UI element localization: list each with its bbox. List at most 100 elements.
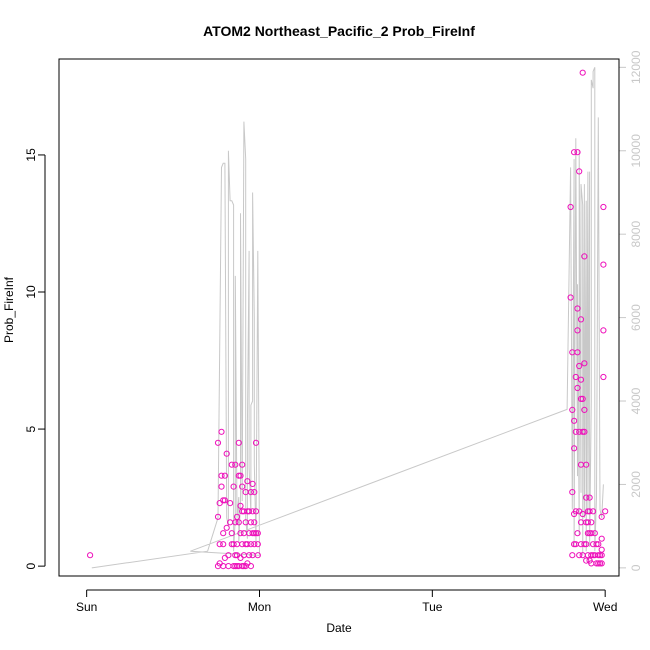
data-point	[235, 439, 242, 446]
y2-tick-label: 0	[629, 564, 643, 571]
y2-tick-label: 10000	[629, 134, 643, 168]
data-point	[569, 406, 576, 413]
data-point	[583, 461, 590, 468]
data-point	[577, 316, 585, 323]
data-point	[567, 294, 574, 301]
data-point	[220, 530, 227, 537]
data-point	[246, 508, 253, 515]
y-tick-label: 15	[24, 148, 38, 162]
data-point	[596, 552, 604, 559]
data-point	[598, 552, 605, 559]
data-point	[581, 428, 588, 435]
data-point	[239, 483, 246, 490]
x-tick-label: Wed	[593, 600, 617, 614]
data-point	[247, 563, 254, 570]
data-point	[583, 541, 590, 548]
data-point	[251, 541, 258, 548]
data-point	[225, 552, 232, 559]
data-point	[581, 406, 588, 413]
data-point	[232, 461, 239, 468]
data-point	[254, 530, 261, 537]
data-point	[598, 535, 605, 542]
y2-tick-label: 6000	[629, 304, 643, 331]
data-point	[591, 530, 598, 537]
data-point	[579, 69, 586, 76]
data-point	[586, 494, 593, 501]
data-point	[572, 428, 579, 435]
data-point	[251, 489, 258, 496]
data-point	[586, 508, 593, 515]
data-point	[571, 445, 578, 452]
data-point	[252, 439, 260, 446]
data-point	[600, 203, 607, 211]
data-point	[576, 552, 583, 559]
data-point	[584, 530, 592, 537]
data-point	[220, 541, 227, 548]
data-point	[576, 362, 583, 370]
x-axis-label: Date	[326, 621, 352, 635]
data-point	[218, 428, 225, 435]
data-point	[228, 530, 235, 537]
data-point	[571, 417, 578, 424]
chart-title: ATOM2 Northeast_Pacific_2 Prob_FireInf	[203, 23, 475, 39]
data-point	[600, 327, 607, 334]
data-point	[574, 305, 581, 312]
data-point	[588, 552, 595, 559]
data-point	[247, 489, 254, 496]
data-point	[590, 508, 597, 515]
data-point	[223, 524, 230, 531]
data-point	[247, 519, 254, 526]
y-axis: 0 5 10 15	[24, 148, 46, 569]
data-point	[577, 395, 585, 402]
data-point	[249, 508, 256, 515]
data-point	[574, 349, 581, 356]
data-point	[572, 508, 579, 515]
data-point	[571, 541, 578, 548]
data-point	[574, 384, 581, 392]
x-tick-label: Mon	[248, 600, 271, 614]
data-point	[600, 373, 607, 381]
data-point	[239, 461, 246, 468]
data-point	[220, 497, 227, 504]
plot-frame	[58, 58, 620, 577]
x-axis: Sun Mon Tue Wed	[76, 589, 617, 614]
data-point	[572, 373, 579, 381]
data-point	[576, 168, 583, 175]
data-point	[254, 552, 261, 559]
data-point	[577, 376, 585, 383]
data-point	[588, 530, 595, 537]
data-point	[232, 519, 239, 526]
data-point	[232, 552, 239, 559]
data-point	[595, 552, 602, 559]
data-point	[595, 541, 602, 548]
data-point	[223, 450, 230, 457]
data-point	[246, 552, 253, 559]
data-point	[600, 261, 607, 268]
y2-tick-label: 4000	[629, 387, 643, 414]
data-point	[235, 472, 242, 479]
data-point	[227, 500, 234, 507]
data-point	[214, 439, 222, 446]
data-point	[218, 472, 225, 479]
data-point	[216, 541, 223, 548]
data-point	[249, 480, 256, 487]
data-point	[233, 513, 241, 520]
data-point	[244, 478, 251, 485]
line-series	[91, 67, 604, 569]
data-point	[230, 541, 237, 548]
data-point	[571, 149, 578, 156]
data-point	[596, 560, 604, 567]
data-point	[228, 461, 235, 468]
x-tick-label: Tue	[422, 600, 443, 614]
data-point	[574, 530, 581, 537]
data-point	[87, 552, 94, 559]
data-point	[598, 560, 605, 567]
data-point	[237, 472, 244, 479]
data-point	[237, 502, 244, 509]
y2-tick-label: 8000	[629, 221, 643, 248]
data-point	[581, 541, 588, 548]
data-point	[588, 519, 595, 526]
data-point	[252, 508, 260, 515]
